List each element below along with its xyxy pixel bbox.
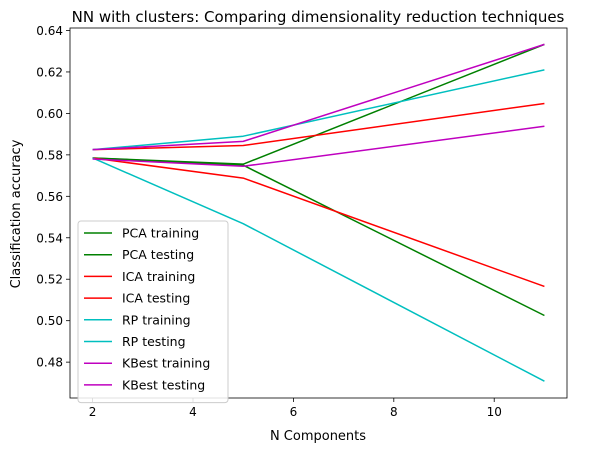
legend-box bbox=[77, 220, 229, 404]
legend-label-6: KBest training bbox=[122, 356, 210, 371]
x-tick-label: 4 bbox=[189, 405, 197, 419]
legend-label-0: PCA training bbox=[122, 226, 199, 241]
series-line-1 bbox=[92, 157, 545, 317]
y-tick-label: 0.64 bbox=[36, 24, 63, 38]
x-tick-label: 10 bbox=[487, 405, 502, 419]
x-tick-label: 6 bbox=[290, 405, 298, 419]
legend-label-7: KBest testing bbox=[122, 377, 205, 392]
series-line-3 bbox=[92, 157, 545, 288]
y-tick-label: 0.62 bbox=[36, 65, 63, 79]
legend: PCA training PCA testing ICA training ICA t… bbox=[77, 220, 229, 404]
y-axis-label: Classification accuracy bbox=[9, 139, 24, 288]
legend-label-2: ICA training bbox=[122, 269, 195, 284]
axes: 2 4 6 8 10 0.48 0.50 0.52 0.54 0.56 0.58 0.60 0.62 0.… bbox=[36, 24, 568, 419]
legend-label-1: PCA testing bbox=[122, 247, 194, 262]
x-axis-label: N Components bbox=[270, 429, 366, 444]
series-line-7 bbox=[92, 125, 545, 168]
series-lines bbox=[92, 43, 545, 382]
series-line-2 bbox=[92, 102, 545, 151]
y-tick-label: 0.56 bbox=[36, 190, 63, 204]
series-line-4 bbox=[92, 69, 545, 151]
x-tick-label: 2 bbox=[89, 405, 97, 419]
y-tick-label: 0.50 bbox=[36, 314, 63, 328]
chart-title: NN with clusters: Comparing dimensionali… bbox=[72, 8, 565, 26]
legend-label-4: RP training bbox=[122, 312, 191, 327]
series-line-5 bbox=[92, 157, 545, 382]
legend-label-5: RP testing bbox=[122, 334, 186, 349]
y-tick-label: 0.52 bbox=[36, 273, 63, 287]
legend-label-3: ICA testing bbox=[122, 291, 190, 306]
x-tick-label: 8 bbox=[390, 405, 398, 419]
series-line-6 bbox=[92, 43, 545, 151]
axes-frame bbox=[69, 27, 568, 399]
y-tick-label: 0.54 bbox=[36, 231, 63, 245]
y-tick-label: 0.60 bbox=[36, 107, 63, 121]
y-tick-label: 0.58 bbox=[36, 148, 63, 162]
y-tick-label: 0.48 bbox=[36, 356, 63, 370]
